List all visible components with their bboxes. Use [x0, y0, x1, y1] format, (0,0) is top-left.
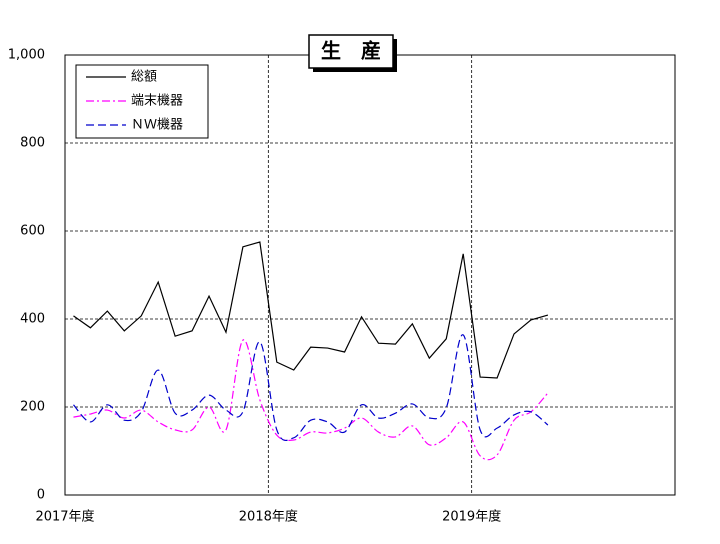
x-tick-label: 2019年度 [442, 509, 501, 525]
x-tick-label: 2017年度 [35, 509, 94, 525]
y-tick-label: 1,000 [8, 48, 45, 63]
legend-label: 総額 [131, 70, 157, 85]
y-tick-label: 600 [20, 224, 45, 239]
x-tick-label: 2018年度 [239, 509, 298, 525]
legend-label: 端末機器 [131, 94, 183, 109]
legend-label: ＮＷ機器 [131, 118, 183, 133]
title-box [308, 34, 394, 69]
series-line [73, 339, 549, 461]
series-line [73, 241, 549, 379]
y-tick-label: 200 [20, 400, 45, 415]
y-tick-label: 400 [20, 312, 45, 327]
chart-title: 生 産 [321, 39, 381, 63]
series-line [73, 334, 549, 442]
y-tick-label: 800 [20, 136, 45, 151]
y-tick-label: 0 [37, 488, 45, 503]
